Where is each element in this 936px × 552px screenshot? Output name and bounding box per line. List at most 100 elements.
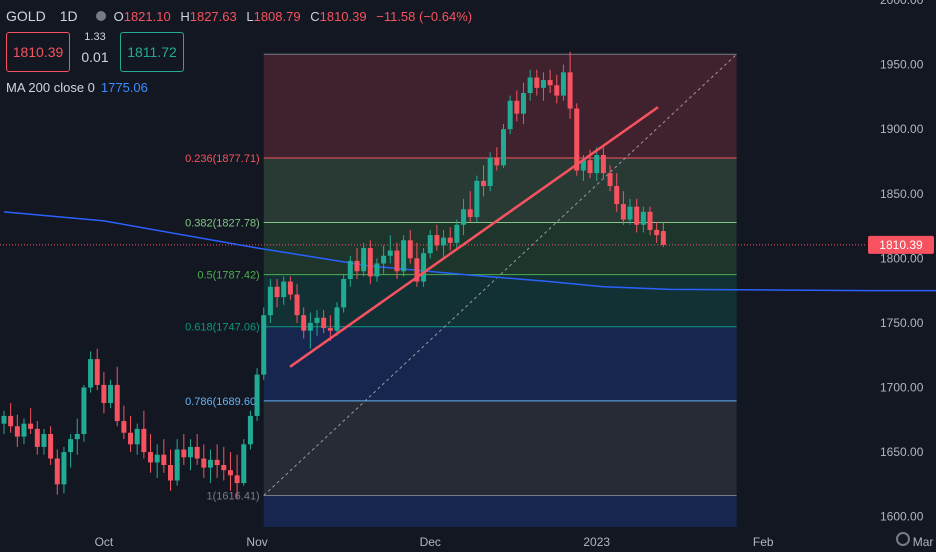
- candle-body: [294, 294, 300, 316]
- candle-body: [61, 452, 67, 485]
- fib-level-label: 0.236(1877.71): [185, 153, 260, 165]
- candle-body: [587, 160, 593, 174]
- fib-level-label: 0.618(1747.06): [185, 322, 260, 334]
- candle-body: [347, 260, 353, 279]
- candle-body: [547, 80, 553, 86]
- candle-body: [8, 415, 14, 427]
- candle-body: [261, 315, 267, 375]
- candle-body: [407, 240, 413, 259]
- candle-body: [287, 281, 293, 295]
- candle-body: [301, 315, 307, 331]
- candle-body: [101, 384, 107, 403]
- candle-body: [540, 80, 546, 88]
- fib-zone: [263, 157, 737, 223]
- candle-body: [594, 155, 600, 174]
- candle-body: [467, 209, 473, 217]
- fib-zone: [263, 495, 737, 527]
- spread-display: 1.33 0.01: [80, 30, 110, 64]
- symbol-header: GOLD 1D O1821.10 H1827.63 L1808.79 C1810…: [6, 8, 478, 24]
- candle-body: [307, 322, 313, 331]
- ma200-line: [3, 211, 936, 292]
- fib-zone: [263, 54, 737, 158]
- candle-body: [334, 307, 340, 331]
- candle-body: [187, 446, 193, 458]
- candle-body: [234, 475, 240, 484]
- gear-icon[interactable]: [896, 532, 910, 546]
- candle-body: [614, 186, 620, 205]
- fib-zone: [263, 400, 737, 496]
- ma-value: 1775.06: [100, 80, 148, 95]
- candle-body: [640, 211, 646, 225]
- candle-body: [554, 85, 560, 96]
- candle-body: [267, 286, 273, 316]
- sell-button[interactable]: 1810.39: [6, 32, 70, 72]
- candle-body: [507, 100, 513, 130]
- fib-zone: [263, 222, 737, 275]
- candle-body: [168, 465, 173, 481]
- candle-body: [654, 229, 660, 236]
- candle-body: [634, 206, 640, 225]
- candle-body: [434, 235, 440, 246]
- trendline[interactable]: [289, 106, 659, 368]
- candle-body: [214, 459, 220, 465]
- symbol-name[interactable]: GOLD: [6, 8, 46, 24]
- candle-body: [14, 426, 20, 437]
- ma-indicator-legend[interactable]: MA 200 close 0 1775.06: [6, 80, 148, 95]
- candle-body: [354, 260, 360, 272]
- candle-body: [321, 317, 327, 329]
- fib-zone: [263, 326, 737, 401]
- y-tick-label: 1650.00: [880, 445, 924, 459]
- candle-body: [134, 428, 140, 445]
- candle-body: [48, 434, 54, 459]
- y-tick-label: 2000.00: [880, 0, 924, 7]
- candle-body: [41, 434, 47, 447]
- candle-body: [88, 359, 94, 388]
- candle-body: [481, 180, 487, 186]
- candle-body: [534, 77, 540, 88]
- candle-body: [227, 470, 233, 476]
- candle-body: [574, 108, 580, 171]
- candle-body: [627, 206, 633, 220]
- buy-button[interactable]: 1811.72: [120, 32, 184, 72]
- candle-body: [387, 250, 393, 256]
- candle-body: [441, 237, 447, 246]
- candle-body: [494, 157, 500, 166]
- candle-body: [647, 211, 653, 230]
- candle-body: [54, 458, 60, 485]
- candle-body: [74, 434, 80, 440]
- candle-body: [487, 157, 493, 186]
- y-tick-label: 1600.00: [880, 510, 924, 524]
- candle-body: [128, 432, 134, 445]
- candle-body: [520, 93, 526, 114]
- candle-body: [401, 240, 407, 272]
- candle-body: [68, 439, 74, 453]
- candle-body: [141, 428, 147, 453]
- candle-body: [514, 100, 520, 114]
- candle-body: [607, 173, 613, 186]
- close-value: 1810.39: [319, 8, 367, 24]
- candle-body: [34, 428, 40, 447]
- candle-body: [314, 317, 320, 323]
- x-tick-label: Oct: [95, 535, 114, 549]
- candle-body: [600, 155, 606, 174]
- fib-level-label: 0.5(1787.42): [197, 270, 259, 282]
- candle-body: [660, 231, 666, 245]
- x-tick-label: Nov: [246, 535, 267, 549]
- candle-body: [221, 465, 227, 471]
- candle-body: [21, 423, 27, 437]
- candle-body: [461, 209, 467, 225]
- last-price-label: 1810.39: [879, 238, 923, 252]
- candle-body: [501, 129, 506, 166]
- ma-label: MA 200 close 0: [6, 80, 95, 95]
- candle-body: [560, 72, 566, 96]
- candle-body: [580, 160, 586, 171]
- candle-body: [427, 235, 433, 254]
- candle-body: [527, 77, 533, 93]
- candle-body: [1, 415, 7, 424]
- x-tick-label: Dec: [420, 535, 441, 549]
- low-value: 1808.79: [253, 8, 301, 24]
- candle-body: [114, 384, 120, 422]
- timeframe-label[interactable]: 1D: [59, 8, 78, 24]
- candle-body: [447, 237, 453, 243]
